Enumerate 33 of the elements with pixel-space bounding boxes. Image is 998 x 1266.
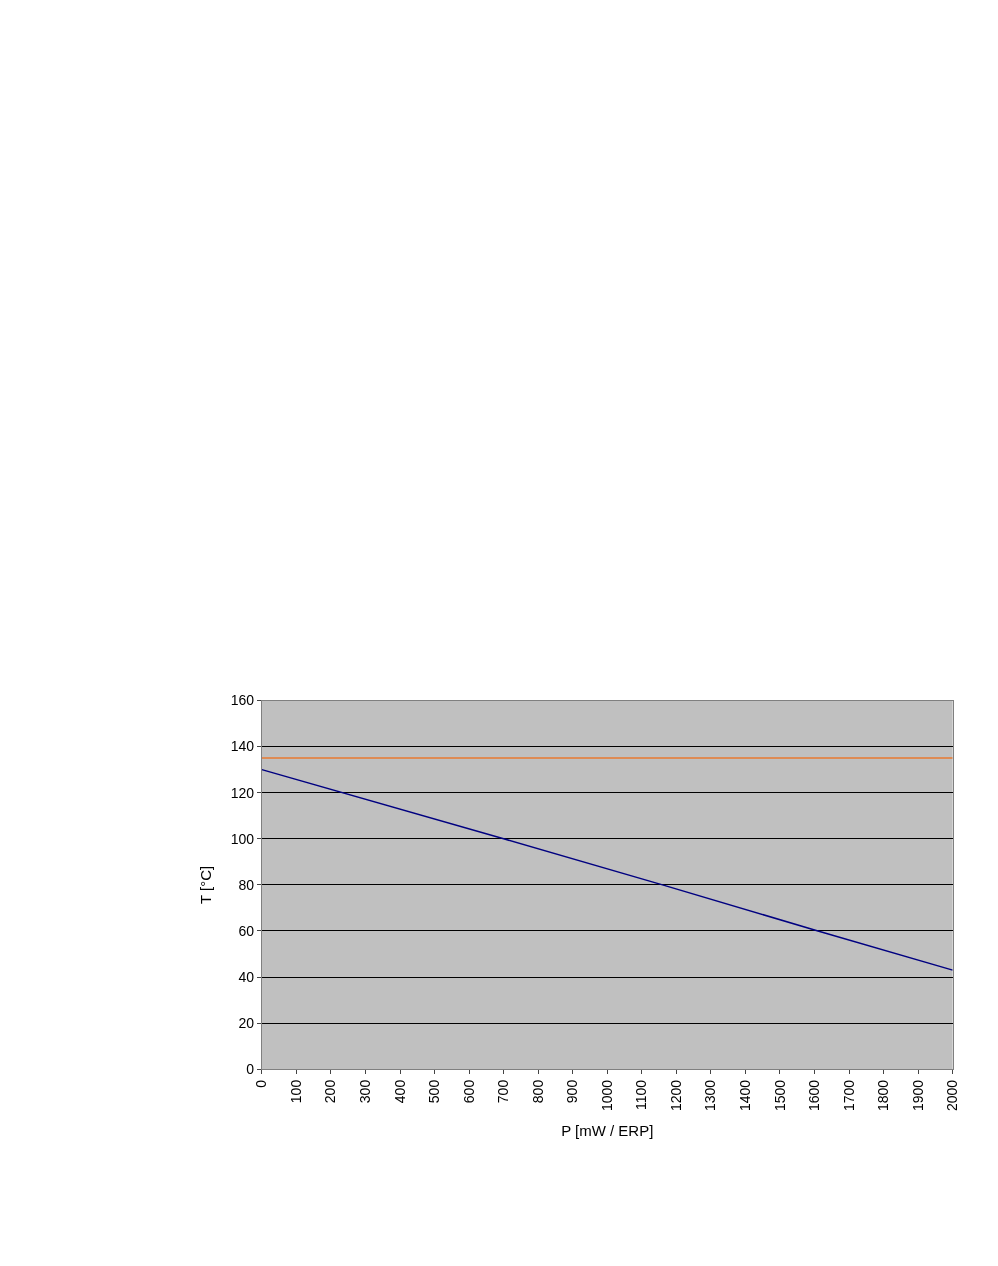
y-tick-label: 160	[230, 692, 255, 709]
x-tick-label: 500	[426, 1079, 443, 1104]
x-tick-label: 800	[529, 1079, 546, 1104]
x-tick-label: 2000	[944, 1079, 961, 1112]
x-tick-label: 300	[357, 1079, 374, 1104]
y-tick-label: 140	[230, 738, 255, 755]
x-tick-label: 1000	[598, 1079, 615, 1112]
x-tick-label: 400	[391, 1079, 408, 1104]
y-tick-label: 100	[230, 830, 255, 847]
x-tick-label: 0	[253, 1079, 270, 1088]
x-tick-label: 600	[460, 1079, 477, 1104]
y-tick-label: 40	[238, 968, 255, 985]
x-tick-label: 1200	[667, 1079, 684, 1112]
y-axis-title: T [°C]	[196, 865, 214, 904]
x-axis-title: P [mW / ERP]	[561, 1122, 654, 1140]
x-tick-label: 1500	[771, 1079, 788, 1112]
x-tick-label: 900	[564, 1079, 581, 1104]
y-tick-label: 60	[238, 922, 255, 939]
x-tick-label: 200	[322, 1079, 339, 1104]
x-tick-label: 1900	[909, 1079, 926, 1112]
x-tick-label: 1600	[806, 1079, 823, 1112]
x-tick-label: 1700	[840, 1079, 857, 1112]
y-tick-label: 120	[230, 784, 255, 801]
y-tick-label: 80	[238, 876, 255, 893]
x-tick-label: 1300	[702, 1079, 719, 1112]
y-tick-label: 20	[238, 1015, 255, 1032]
x-tick-label: 700	[495, 1079, 512, 1104]
x-tick-label: 1400	[736, 1079, 753, 1112]
line-series	[261, 768, 953, 971]
y-tick-label: 0	[246, 1061, 255, 1078]
x-tick-label: 100	[287, 1079, 304, 1104]
x-tick-label: 1100	[633, 1079, 650, 1110]
x-tick-label: 1800	[875, 1079, 892, 1112]
